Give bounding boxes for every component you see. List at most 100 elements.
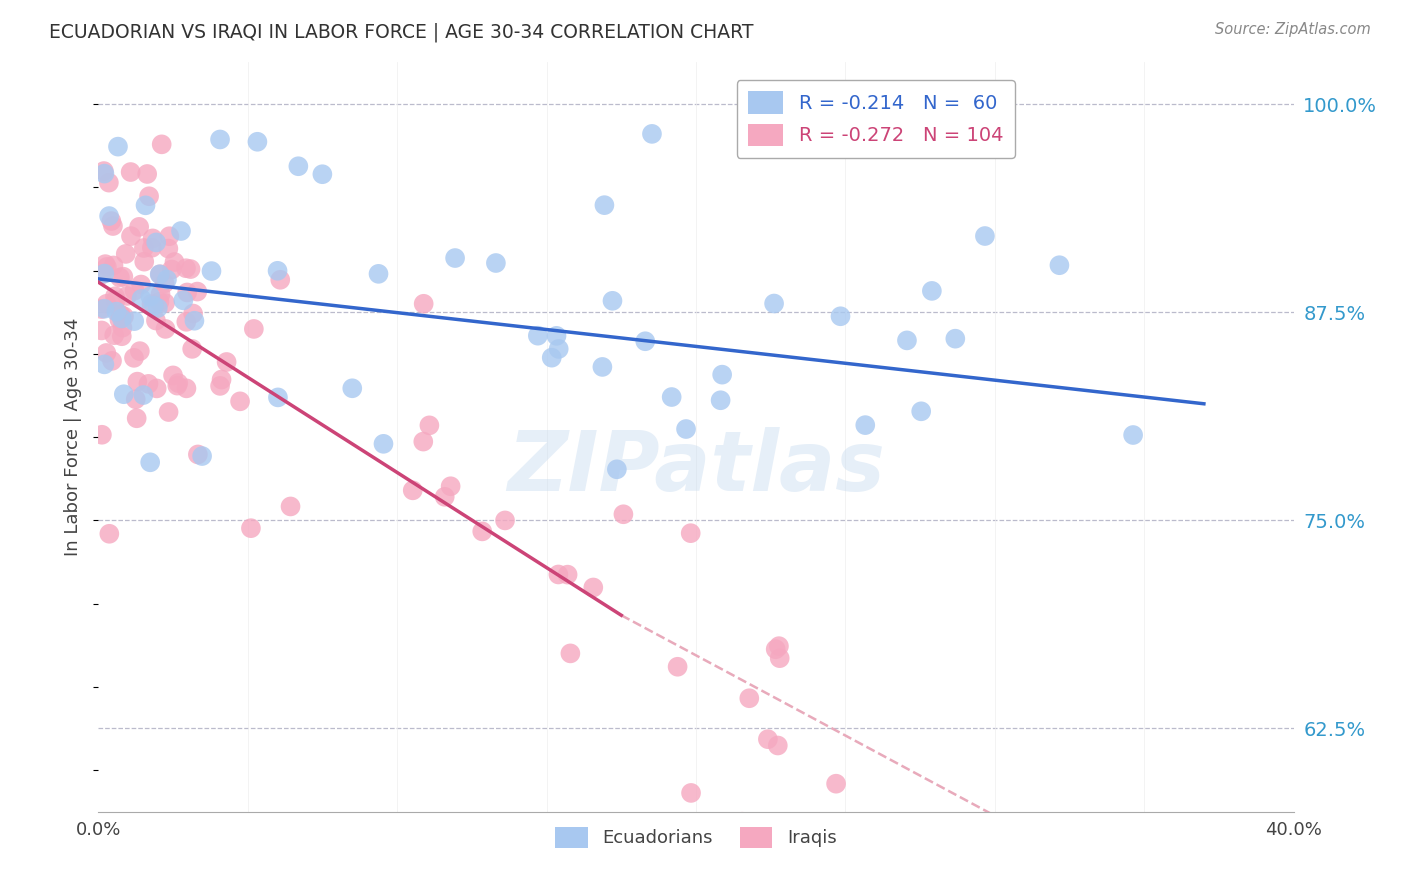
Point [666, 659, 689, 673]
Point [211, 373, 233, 387]
Point [602, 293, 624, 308]
Point [269, 273, 291, 287]
Point [90, 323, 112, 337]
Point [557, 567, 579, 582]
Point [131, 292, 153, 306]
Point [120, 165, 142, 179]
Point [96, 260, 118, 274]
Point [160, 262, 183, 277]
Point [765, 642, 787, 657]
Point [209, 379, 232, 393]
Point [433, 490, 456, 504]
Point [679, 526, 702, 541]
Point [127, 375, 149, 389]
Point [825, 777, 848, 791]
Point [591, 359, 613, 374]
Point [138, 189, 160, 203]
Point [163, 255, 186, 269]
Point [1122, 428, 1144, 442]
Point [93, 164, 115, 178]
Point [101, 354, 124, 368]
Point [141, 297, 163, 311]
Point [103, 328, 125, 343]
Point [125, 411, 148, 425]
Point [661, 390, 683, 404]
Point [124, 284, 146, 298]
Point [149, 287, 172, 301]
Point [145, 235, 167, 250]
Point [540, 351, 562, 365]
Point [756, 732, 779, 747]
Point [135, 198, 157, 212]
Point [229, 394, 252, 409]
Text: ECUADORIAN VS IRAQI IN LABOR FORCE | AGE 30-34 CORRELATION CHART: ECUADORIAN VS IRAQI IN LABOR FORCE | AGE… [49, 22, 754, 42]
Point [103, 259, 125, 273]
Point [112, 269, 135, 284]
Point [90, 268, 112, 282]
Point [527, 328, 550, 343]
Point [896, 334, 918, 348]
Text: ZIPatlas: ZIPatlas [508, 426, 884, 508]
Point [156, 272, 179, 286]
Point [111, 320, 134, 334]
Point [853, 418, 876, 433]
Point [412, 434, 434, 449]
Point [172, 293, 194, 308]
Point [485, 256, 508, 270]
Point [129, 277, 152, 292]
Point [104, 289, 127, 303]
Point [444, 251, 467, 265]
Point [96, 346, 118, 360]
Point [711, 368, 734, 382]
Point [763, 296, 786, 310]
Point [373, 437, 395, 451]
Point [122, 314, 145, 328]
Point [342, 381, 364, 395]
Point [731, 814, 754, 829]
Point [412, 297, 434, 311]
Point [246, 135, 269, 149]
Point [149, 267, 172, 281]
Point [98, 526, 121, 541]
Point [641, 127, 664, 141]
Point [311, 167, 333, 181]
Point [239, 521, 262, 535]
Point [267, 391, 290, 405]
Point [769, 651, 792, 665]
Point [108, 270, 131, 285]
Point [418, 418, 440, 433]
Point [547, 567, 569, 582]
Point [115, 289, 138, 303]
Point [943, 332, 966, 346]
Point [105, 304, 128, 318]
Point [738, 691, 761, 706]
Point [186, 285, 208, 299]
Point [141, 241, 163, 255]
Point [266, 264, 288, 278]
Point [560, 646, 582, 660]
Point [155, 322, 177, 336]
Point [910, 404, 932, 418]
Point [93, 167, 115, 181]
Point [180, 262, 202, 277]
Point [200, 264, 222, 278]
Point [149, 268, 172, 282]
Point [104, 293, 127, 308]
Point [593, 198, 616, 212]
Point [145, 313, 167, 327]
Point [209, 132, 232, 146]
Point [634, 334, 657, 349]
Point [107, 139, 129, 153]
Point [101, 219, 124, 233]
Point [547, 342, 569, 356]
Point [287, 159, 309, 173]
Point [139, 289, 162, 303]
Point [132, 388, 155, 402]
Point [766, 739, 789, 753]
Point [93, 267, 115, 281]
Point [96, 297, 118, 311]
Point [112, 310, 135, 324]
Point [100, 214, 122, 228]
Point [128, 219, 150, 234]
Point [181, 307, 204, 321]
